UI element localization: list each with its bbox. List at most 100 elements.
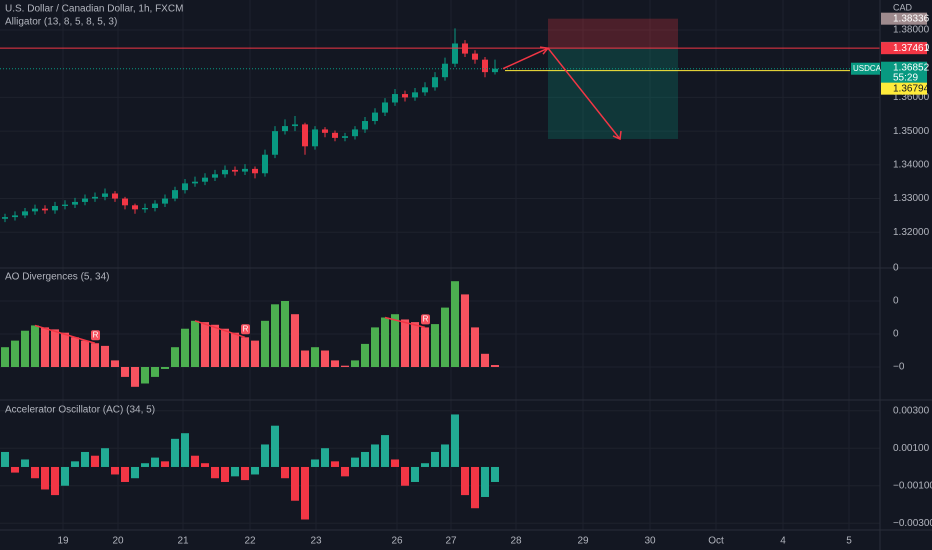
divergence-line [194, 320, 246, 339]
divergence-label: R [423, 315, 429, 324]
histogram-bar [111, 360, 119, 367]
histogram-bar [381, 435, 389, 467]
histogram-bar [431, 324, 439, 367]
histogram-bar [331, 360, 339, 367]
histogram-bar [451, 281, 459, 367]
candle-body [322, 129, 328, 133]
price-marker [881, 12, 927, 25]
x-tick-label: Oct [708, 536, 724, 547]
histogram-bar [491, 466, 499, 482]
y-tick-label: 1.38000 [893, 25, 930, 36]
y-tick-label: 1.36000 [893, 92, 930, 103]
histogram-bar [271, 304, 279, 367]
arrow-head [612, 130, 622, 141]
candle-body [282, 126, 288, 132]
histogram-bar [281, 466, 289, 479]
candle-body [2, 217, 8, 219]
candle-body [452, 43, 458, 64]
arrow-head [539, 46, 550, 55]
candle-body [22, 211, 28, 216]
histogram-bar [291, 466, 299, 501]
histogram-bar [341, 466, 349, 477]
histogram-bar [1, 451, 9, 467]
histogram-bar [481, 466, 489, 497]
candle-body [432, 77, 438, 88]
histogram-bar [181, 433, 189, 467]
y-tick-label: 0.00100 [893, 443, 930, 454]
histogram-bar [461, 466, 469, 496]
histogram-bar [461, 294, 469, 367]
histogram-bar [241, 466, 249, 481]
histogram-bar [361, 343, 369, 367]
x-tick-label: 27 [445, 536, 457, 547]
histogram-bar [481, 353, 489, 367]
candle-body [302, 124, 308, 147]
histogram-bar [231, 466, 239, 477]
price-marker [881, 82, 927, 95]
candle-body [392, 94, 398, 103]
price-marker-label: 1.38336 [893, 13, 930, 24]
histogram-bar [11, 466, 19, 473]
histogram-bar [1, 347, 9, 367]
candle-body [172, 190, 178, 199]
divergence-line [34, 324, 96, 344]
histogram-bar [31, 466, 39, 479]
x-tick-label: 26 [391, 536, 403, 547]
histogram-bar [211, 324, 219, 367]
histogram-bar [441, 444, 449, 467]
candle-body [52, 205, 58, 211]
y-tick-label: 0.00300 [893, 405, 930, 416]
histogram-bar [151, 367, 159, 377]
histogram-bar [251, 466, 259, 475]
histogram-bar [61, 332, 69, 367]
candle-body [332, 132, 338, 138]
candle-body [352, 129, 358, 137]
histogram-bar [21, 330, 29, 367]
histogram-bar [301, 350, 309, 367]
candle-body [372, 112, 378, 122]
histogram-bar [101, 345, 109, 367]
candle-body [422, 87, 428, 93]
histogram-bar [171, 438, 179, 467]
candle-body [112, 193, 118, 199]
histogram-bar [131, 466, 139, 479]
histogram-bar [291, 314, 299, 367]
histogram-bar [311, 459, 319, 467]
histogram-bar [241, 337, 249, 367]
currency-label: CAD [893, 2, 913, 12]
candle-body [142, 207, 148, 210]
candle-body [12, 215, 18, 218]
histogram-bar [121, 367, 129, 377]
y-tick-label: 0 [893, 263, 899, 274]
candle-body [72, 201, 78, 205]
histogram-bar [411, 466, 419, 482]
candle-body [152, 203, 158, 208]
y-tick-label: 0 [893, 329, 899, 340]
symbol-title: U.S. Dollar / Canadian Dollar, 1h, FXCM [5, 4, 183, 15]
histogram-bar [351, 457, 359, 467]
histogram-bar [371, 444, 379, 467]
divergence-label: R [243, 324, 249, 333]
histogram-bar [371, 327, 379, 367]
stop-zone [548, 18, 678, 49]
histogram-bar [311, 347, 319, 367]
histogram-bar [21, 459, 29, 467]
histogram-bar [281, 301, 289, 367]
histogram-bar [401, 319, 409, 367]
candle-body [122, 198, 128, 206]
y-tick-label: −0.00100 [893, 480, 932, 491]
histogram-bar [261, 320, 269, 367]
y-tick-label: 0 [893, 296, 899, 307]
candle-body [222, 169, 228, 175]
histogram-bar [121, 466, 129, 482]
divergence-tag [421, 314, 430, 325]
histogram-bar [181, 328, 189, 367]
x-tick-label: 23 [310, 536, 322, 547]
histogram-bar [71, 337, 79, 367]
histogram-bar [161, 367, 169, 369]
y-tick-label: 1.33000 [893, 193, 930, 204]
candle-body [162, 198, 168, 204]
histogram-bar [71, 461, 79, 467]
histogram-bar [441, 307, 449, 367]
